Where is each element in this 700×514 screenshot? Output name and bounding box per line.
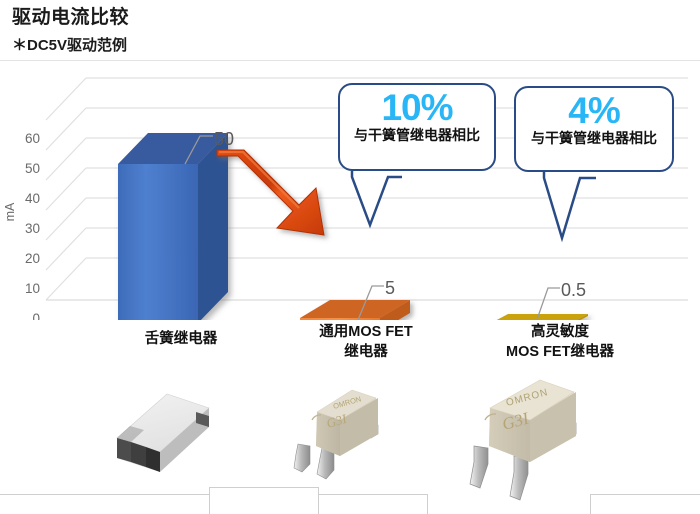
page-title: 驱动电流比较	[12, 7, 130, 28]
category-line-1: 舌簧继电器	[144, 331, 218, 347]
callout-tail-icon	[542, 170, 596, 243]
bar-value-label: 5	[385, 278, 395, 298]
category-line-2: MOS FET继电器	[506, 343, 614, 360]
callout-bubble-4-percent: 4% 与干簧管继电器相比	[514, 86, 674, 243]
bottom-frame-segment	[0, 494, 210, 514]
y-tick: 10	[25, 281, 40, 296]
bar-label-leader-1	[357, 285, 384, 320]
category-label-general-mosfet: 通用MOS FET 继电器	[276, 323, 456, 362]
page-subtitle: ＊DC5V驱动范例	[12, 37, 128, 54]
category-line-2: 继电器	[344, 343, 388, 360]
callout-body: 10% 与干簧管继电器相比	[338, 83, 496, 171]
callout-body: 4% 与干簧管继电器相比	[514, 86, 674, 172]
y-tick: 0	[32, 311, 40, 320]
header-divider	[0, 60, 700, 61]
bottom-frame-segment	[318, 494, 428, 514]
reed-relay-photo	[84, 382, 254, 502]
y-tick: 30	[25, 221, 40, 236]
bar-reed-relay	[118, 133, 228, 320]
callout-comparison-text: 与干簧管继电器相比	[354, 126, 480, 143]
category-line-1: 通用MOS FET	[319, 324, 413, 340]
bottom-frame-segment	[209, 487, 319, 513]
category-label-high-sensitivity-mosfet: 高灵敏度 MOS FET继电器	[462, 323, 658, 362]
bar-high-sensitivity-mosfet	[496, 314, 588, 320]
callout-comparison-text: 与干簧管继电器相比	[531, 129, 657, 146]
y-axis-unit-label: mA	[3, 202, 17, 221]
bar-label-leader-2	[536, 287, 560, 320]
package-part-marking: G3I	[325, 411, 349, 431]
general-mosfet-relay-photo: OMRON G3I	[272, 378, 442, 506]
high-sensitivity-mosfet-relay-photo: OMRON G3I	[452, 370, 642, 506]
category-label-reed-relay: 舌簧继电器	[96, 330, 266, 350]
callout-percent: 4%	[568, 90, 620, 131]
callout-percent: 10%	[381, 87, 453, 128]
bar-value-label: 50	[214, 129, 234, 149]
y-tick: 60	[25, 131, 40, 146]
decline-arrow	[216, 149, 325, 236]
bar-label-leader-0	[184, 135, 213, 165]
y-axis: 60 50 40 30 20 10 0 mA	[3, 131, 40, 320]
callout-bubble-10-percent: 10% 与干簧管继电器相比	[338, 83, 496, 229]
bar-value-label: 0.5	[561, 280, 586, 300]
category-line-1: 高灵敏度	[531, 324, 589, 340]
callout-tail-icon	[350, 169, 402, 229]
y-tick: 40	[25, 191, 40, 206]
y-tick: 50	[25, 161, 40, 176]
bottom-frame-segment	[590, 494, 700, 514]
y-tick: 20	[25, 251, 40, 266]
bar-general-mosfet	[300, 300, 410, 320]
